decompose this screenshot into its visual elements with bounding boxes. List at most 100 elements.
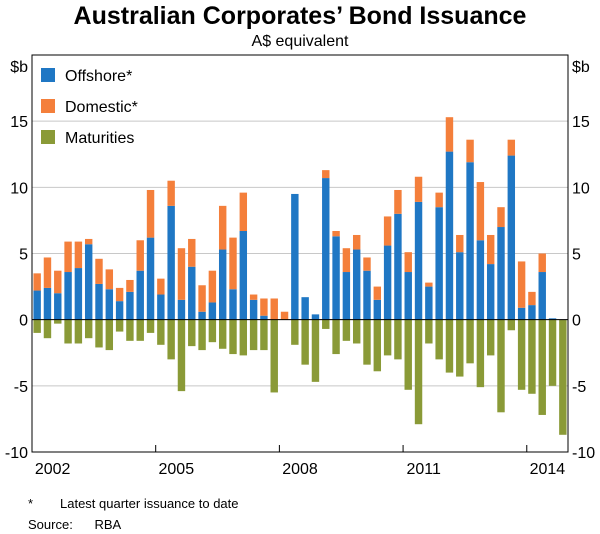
maturities-bar [126,319,134,341]
offshore-bar [95,283,103,320]
y-unit-label-right: $b [572,59,590,76]
legend-swatch [41,99,55,113]
offshore-bar [383,245,392,320]
maturities-bar [373,319,382,372]
maturities-bar [342,319,351,341]
offshore-bar [249,299,258,320]
legend-swatch [41,130,55,144]
domestic-bar [404,252,412,273]
domestic-bar [497,207,505,228]
maturities-bar [208,319,217,343]
maturities-bar [157,319,165,345]
domestic-bar [218,205,227,250]
domestic-bar [538,253,546,273]
offshore-bar [373,299,382,320]
maturities-bar [363,319,371,365]
maturities-bar [414,319,423,425]
maturities-bar [528,319,536,394]
maturities-bar [456,319,464,377]
offshore-bar [414,201,423,320]
x-tick-label: 2014 [530,461,566,478]
bar-series [33,117,567,435]
domestic-bar [105,269,114,290]
maturities-bar [239,319,248,356]
maturities-bar [136,319,144,341]
domestic-bar [249,294,258,300]
maturities-bar [548,319,557,386]
offshore-bar [332,236,340,320]
legend-label: Offshore* [65,68,132,85]
maturities-bar [435,319,443,360]
offshore-bar [301,297,309,320]
y-tick-label-left: -10 [5,445,28,462]
offshore-bar [311,314,320,320]
domestic-bar [33,273,41,291]
source-note: Source: RBA [28,517,121,532]
offshore-bar [528,305,536,320]
footnote: * Latest quarter issuance to date [28,496,239,511]
maturities-bar [64,319,72,344]
domestic-bar [352,234,361,250]
offshore-bar [167,205,175,320]
domestic-bar [425,282,433,287]
domestic-bar [126,279,134,292]
maturities-bar [105,319,114,351]
offshore-bar [322,178,330,320]
domestic-bar [239,192,248,232]
domestic-bar [95,258,103,284]
source-label: Source: [28,517,73,532]
y-tick-label-left: 0 [19,313,28,330]
offshore-bar [363,270,371,320]
maturities-bar [383,319,392,356]
offshore-bar [54,293,62,320]
maturities-bar [260,319,268,351]
offshore-bar [74,268,83,320]
offshore-bar [208,302,217,320]
maturities-bar [177,319,186,392]
maturities-bar [445,319,454,373]
offshore-bar [260,315,268,320]
y-tick-label-right: -5 [572,379,586,396]
maturities-bar [146,319,155,333]
x-tick-label: 2011 [406,461,441,478]
maturities-bar [74,319,83,344]
domestic-bar [43,257,52,288]
offshore-bar [425,286,433,320]
offshore-bar [115,301,124,320]
chart-title: Australian Corporates’ Bond Issuance [73,2,527,30]
x-tick-label: 2002 [35,461,71,478]
offshore-bar [229,289,237,320]
maturities-bar [517,319,526,390]
maturities-bar [84,319,93,339]
maturities-bar [352,319,361,344]
maturities-bar [43,319,52,339]
maturities-bar [332,319,340,355]
legend-swatch [41,68,55,82]
domestic-bar [198,285,206,312]
domestic-bar [177,248,186,300]
maturities-bar [559,319,567,435]
y-tick-label-left: -5 [14,379,28,396]
offshore-bar [136,270,144,320]
offshore-bar [177,299,186,320]
offshore-bar [291,193,299,320]
domestic-bar [64,241,72,273]
offshore-bar [105,289,114,320]
offshore-bar [146,237,155,320]
legend: Offshore* Domestic* Maturities [41,68,138,147]
domestic-bar [157,278,165,295]
domestic-bar [322,170,330,179]
maturities-bar [249,319,258,351]
domestic-bar [260,298,268,316]
domestic-bar [146,189,155,238]
offshore-bar [517,307,526,320]
y-tick-label-right: 10 [572,180,590,197]
domestic-bar [115,287,124,302]
domestic-bar [507,139,516,156]
maturities-bar [507,319,516,331]
domestic-bar [383,216,392,246]
offshore-bar [456,252,464,320]
domestic-bar [188,238,196,267]
